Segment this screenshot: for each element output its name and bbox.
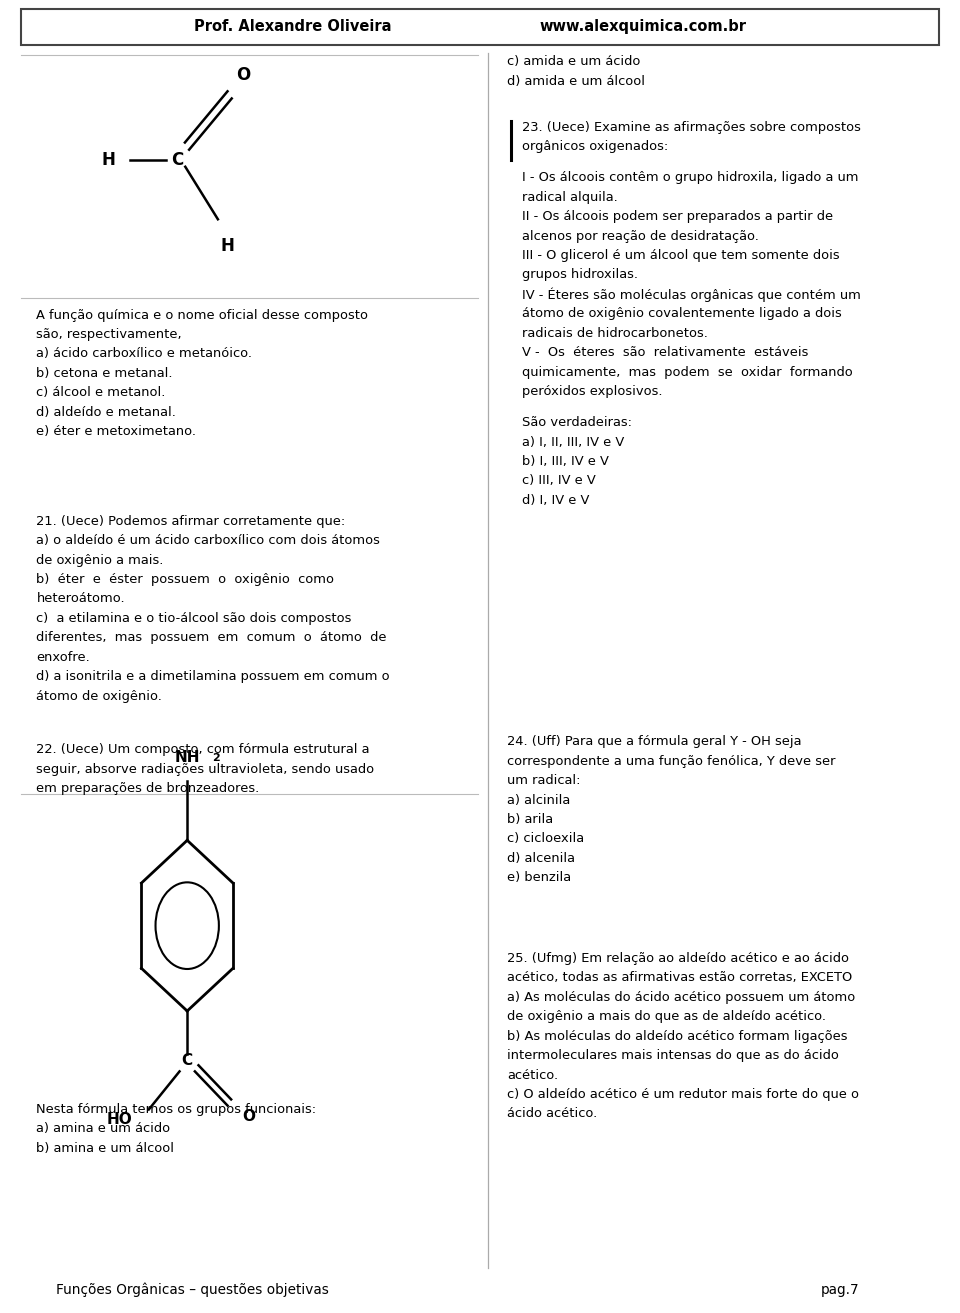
Text: b) arila: b) arila — [507, 813, 553, 826]
Text: www.alexquimica.com.br: www.alexquimica.com.br — [540, 20, 747, 34]
Text: a) I, II, III, IV e V: a) I, II, III, IV e V — [522, 436, 625, 449]
Text: C: C — [181, 1053, 193, 1069]
Text: alcenos por reação de desidratação.: alcenos por reação de desidratação. — [522, 230, 759, 243]
Text: d) alcenila: d) alcenila — [507, 852, 575, 865]
Text: H: H — [102, 151, 115, 169]
Text: d) aldeído e metanal.: d) aldeído e metanal. — [36, 406, 177, 419]
Text: enxofre.: enxofre. — [36, 651, 90, 664]
Text: grupos hidroxilas.: grupos hidroxilas. — [522, 268, 638, 281]
Text: c) álcool e metanol.: c) álcool e metanol. — [36, 386, 166, 399]
Text: ácido acético.: ácido acético. — [507, 1107, 597, 1120]
Text: b) I, III, IV e V: b) I, III, IV e V — [522, 456, 609, 467]
Text: um radical:: um radical: — [507, 775, 581, 788]
Text: em preparações de bronzeadores.: em preparações de bronzeadores. — [36, 783, 260, 796]
Text: c) amida e um ácido: c) amida e um ácido — [507, 55, 640, 68]
Text: quimicamente,  mas  podem  se  oxidar  formando: quimicamente, mas podem se oxidar forman… — [522, 365, 853, 378]
Text: correspondente a uma função fenólica, Y deve ser: correspondente a uma função fenólica, Y … — [507, 755, 835, 768]
Text: III - O glicerol é um álcool que tem somente dois: III - O glicerol é um álcool que tem som… — [522, 249, 840, 263]
Text: 25. (Ufmg) Em relação ao aldeído acético e ao ácido: 25. (Ufmg) Em relação ao aldeído acético… — [507, 952, 849, 965]
Text: a) alcinila: a) alcinila — [507, 793, 570, 806]
Text: IV - Éteres são moléculas orgânicas que contém um: IV - Éteres são moléculas orgânicas que … — [522, 288, 861, 302]
Text: NH: NH — [175, 751, 200, 765]
Text: a) o aldeído é um ácido carboxílico com dois átomos: a) o aldeído é um ácido carboxílico com … — [36, 534, 380, 548]
Text: átomo de oxigênio covalentemente ligado a dois: átomo de oxigênio covalentemente ligado … — [522, 307, 842, 320]
Text: b) As moléculas do aldeído acético formam ligações: b) As moléculas do aldeído acético forma… — [507, 1029, 848, 1043]
Text: a) ácido carboxílico e metanóico.: a) ácido carboxílico e metanóico. — [36, 348, 252, 361]
Text: orgânicos oxigenados:: orgânicos oxigenados: — [522, 140, 668, 154]
Text: radicais de hidrocarbonetos.: radicais de hidrocarbonetos. — [522, 327, 708, 340]
Text: seguir, absorve radiações ultravioleta, sendo usado: seguir, absorve radiações ultravioleta, … — [36, 763, 374, 776]
Text: II - Os álcoois podem ser preparados a partir de: II - Os álcoois podem ser preparados a p… — [522, 210, 833, 223]
Text: de oxigênio a mais.: de oxigênio a mais. — [36, 554, 164, 567]
Text: O: O — [242, 1108, 255, 1124]
Text: H: H — [221, 236, 234, 255]
Text: Funções Orgânicas – questões objetivas: Funções Orgânicas – questões objetivas — [56, 1283, 328, 1297]
Text: a) As moléculas do ácido acético possuem um átomo: a) As moléculas do ácido acético possuem… — [507, 991, 855, 1004]
Text: d) amida e um álcool: d) amida e um álcool — [507, 75, 645, 88]
Text: 22. (Uece) Um composto, com fórmula estrutural a: 22. (Uece) Um composto, com fórmula estr… — [36, 743, 370, 756]
Text: Nesta fórmula temos os grupos funcionais:: Nesta fórmula temos os grupos funcionais… — [36, 1103, 317, 1116]
Text: 2: 2 — [212, 752, 220, 763]
Text: I - Os álcoois contêm o grupo hidroxila, ligado a um: I - Os álcoois contêm o grupo hidroxila,… — [522, 171, 859, 184]
Text: intermoleculares mais intensas do que as do ácido: intermoleculares mais intensas do que as… — [507, 1049, 839, 1062]
Text: A função química e o nome oficial desse composto: A função química e o nome oficial desse … — [36, 309, 369, 322]
Text: heteroátomo.: heteroátomo. — [36, 592, 125, 605]
Text: O: O — [236, 66, 251, 84]
Text: V -  Os  éteres  são  relativamente  estáveis: V - Os éteres são relativamente estáveis — [522, 347, 808, 360]
Bar — [21, 9, 939, 45]
Text: 23. (Uece) Examine as afirmações sobre compostos: 23. (Uece) Examine as afirmações sobre c… — [522, 121, 861, 134]
Text: acético, todas as afirmativas estão corretas, EXCETO: acético, todas as afirmativas estão corr… — [507, 972, 852, 985]
Text: b) cetona e metanal.: b) cetona e metanal. — [36, 366, 173, 379]
Text: átomo de oxigênio.: átomo de oxigênio. — [36, 689, 162, 702]
Text: pag.7: pag.7 — [821, 1283, 859, 1297]
Text: d) I, IV e V: d) I, IV e V — [522, 494, 589, 507]
Text: e) benzila: e) benzila — [507, 872, 571, 885]
Text: São verdadeiras:: São verdadeiras: — [522, 416, 633, 429]
Text: 24. (Uff) Para que a fórmula geral Y - OH seja: 24. (Uff) Para que a fórmula geral Y - O… — [507, 735, 802, 748]
Text: a) amina e um ácido: a) amina e um ácido — [36, 1123, 171, 1136]
Text: c)  a etilamina e o tio-álcool são dois compostos: c) a etilamina e o tio-álcool são dois c… — [36, 612, 352, 625]
Text: HO: HO — [107, 1112, 132, 1128]
Text: c) III, IV e V: c) III, IV e V — [522, 474, 596, 487]
Text: de oxigênio a mais do que as de aldeído acético.: de oxigênio a mais do que as de aldeído … — [507, 1010, 826, 1023]
Text: são, respectivamente,: são, respectivamente, — [36, 328, 182, 341]
Text: peróxidos explosivos.: peróxidos explosivos. — [522, 385, 662, 398]
Text: acético.: acético. — [507, 1069, 558, 1082]
Text: Prof. Alexandre Oliveira: Prof. Alexandre Oliveira — [194, 20, 392, 34]
Text: radical alquila.: radical alquila. — [522, 190, 618, 204]
Text: diferentes,  mas  possuem  em  comum  o  átomo  de: diferentes, mas possuem em comum o átomo… — [36, 632, 387, 645]
Text: e) éter e metoximetano.: e) éter e metoximetano. — [36, 425, 197, 439]
Text: C: C — [172, 151, 183, 169]
Text: d) a isonitrila e a dimetilamina possuem em comum o: d) a isonitrila e a dimetilamina possuem… — [36, 670, 390, 683]
Text: c) cicloexila: c) cicloexila — [507, 832, 584, 846]
Text: 21. (Uece) Podemos afirmar corretamente que:: 21. (Uece) Podemos afirmar corretamente … — [36, 515, 346, 528]
Text: c) O aldeído acético é um redutor mais forte do que o: c) O aldeído acético é um redutor mais f… — [507, 1088, 859, 1102]
Text: b) amina e um álcool: b) amina e um álcool — [36, 1142, 175, 1155]
Text: b)  éter  e  éster  possuem  o  oxigênio  como: b) éter e éster possuem o oxigênio como — [36, 572, 334, 586]
